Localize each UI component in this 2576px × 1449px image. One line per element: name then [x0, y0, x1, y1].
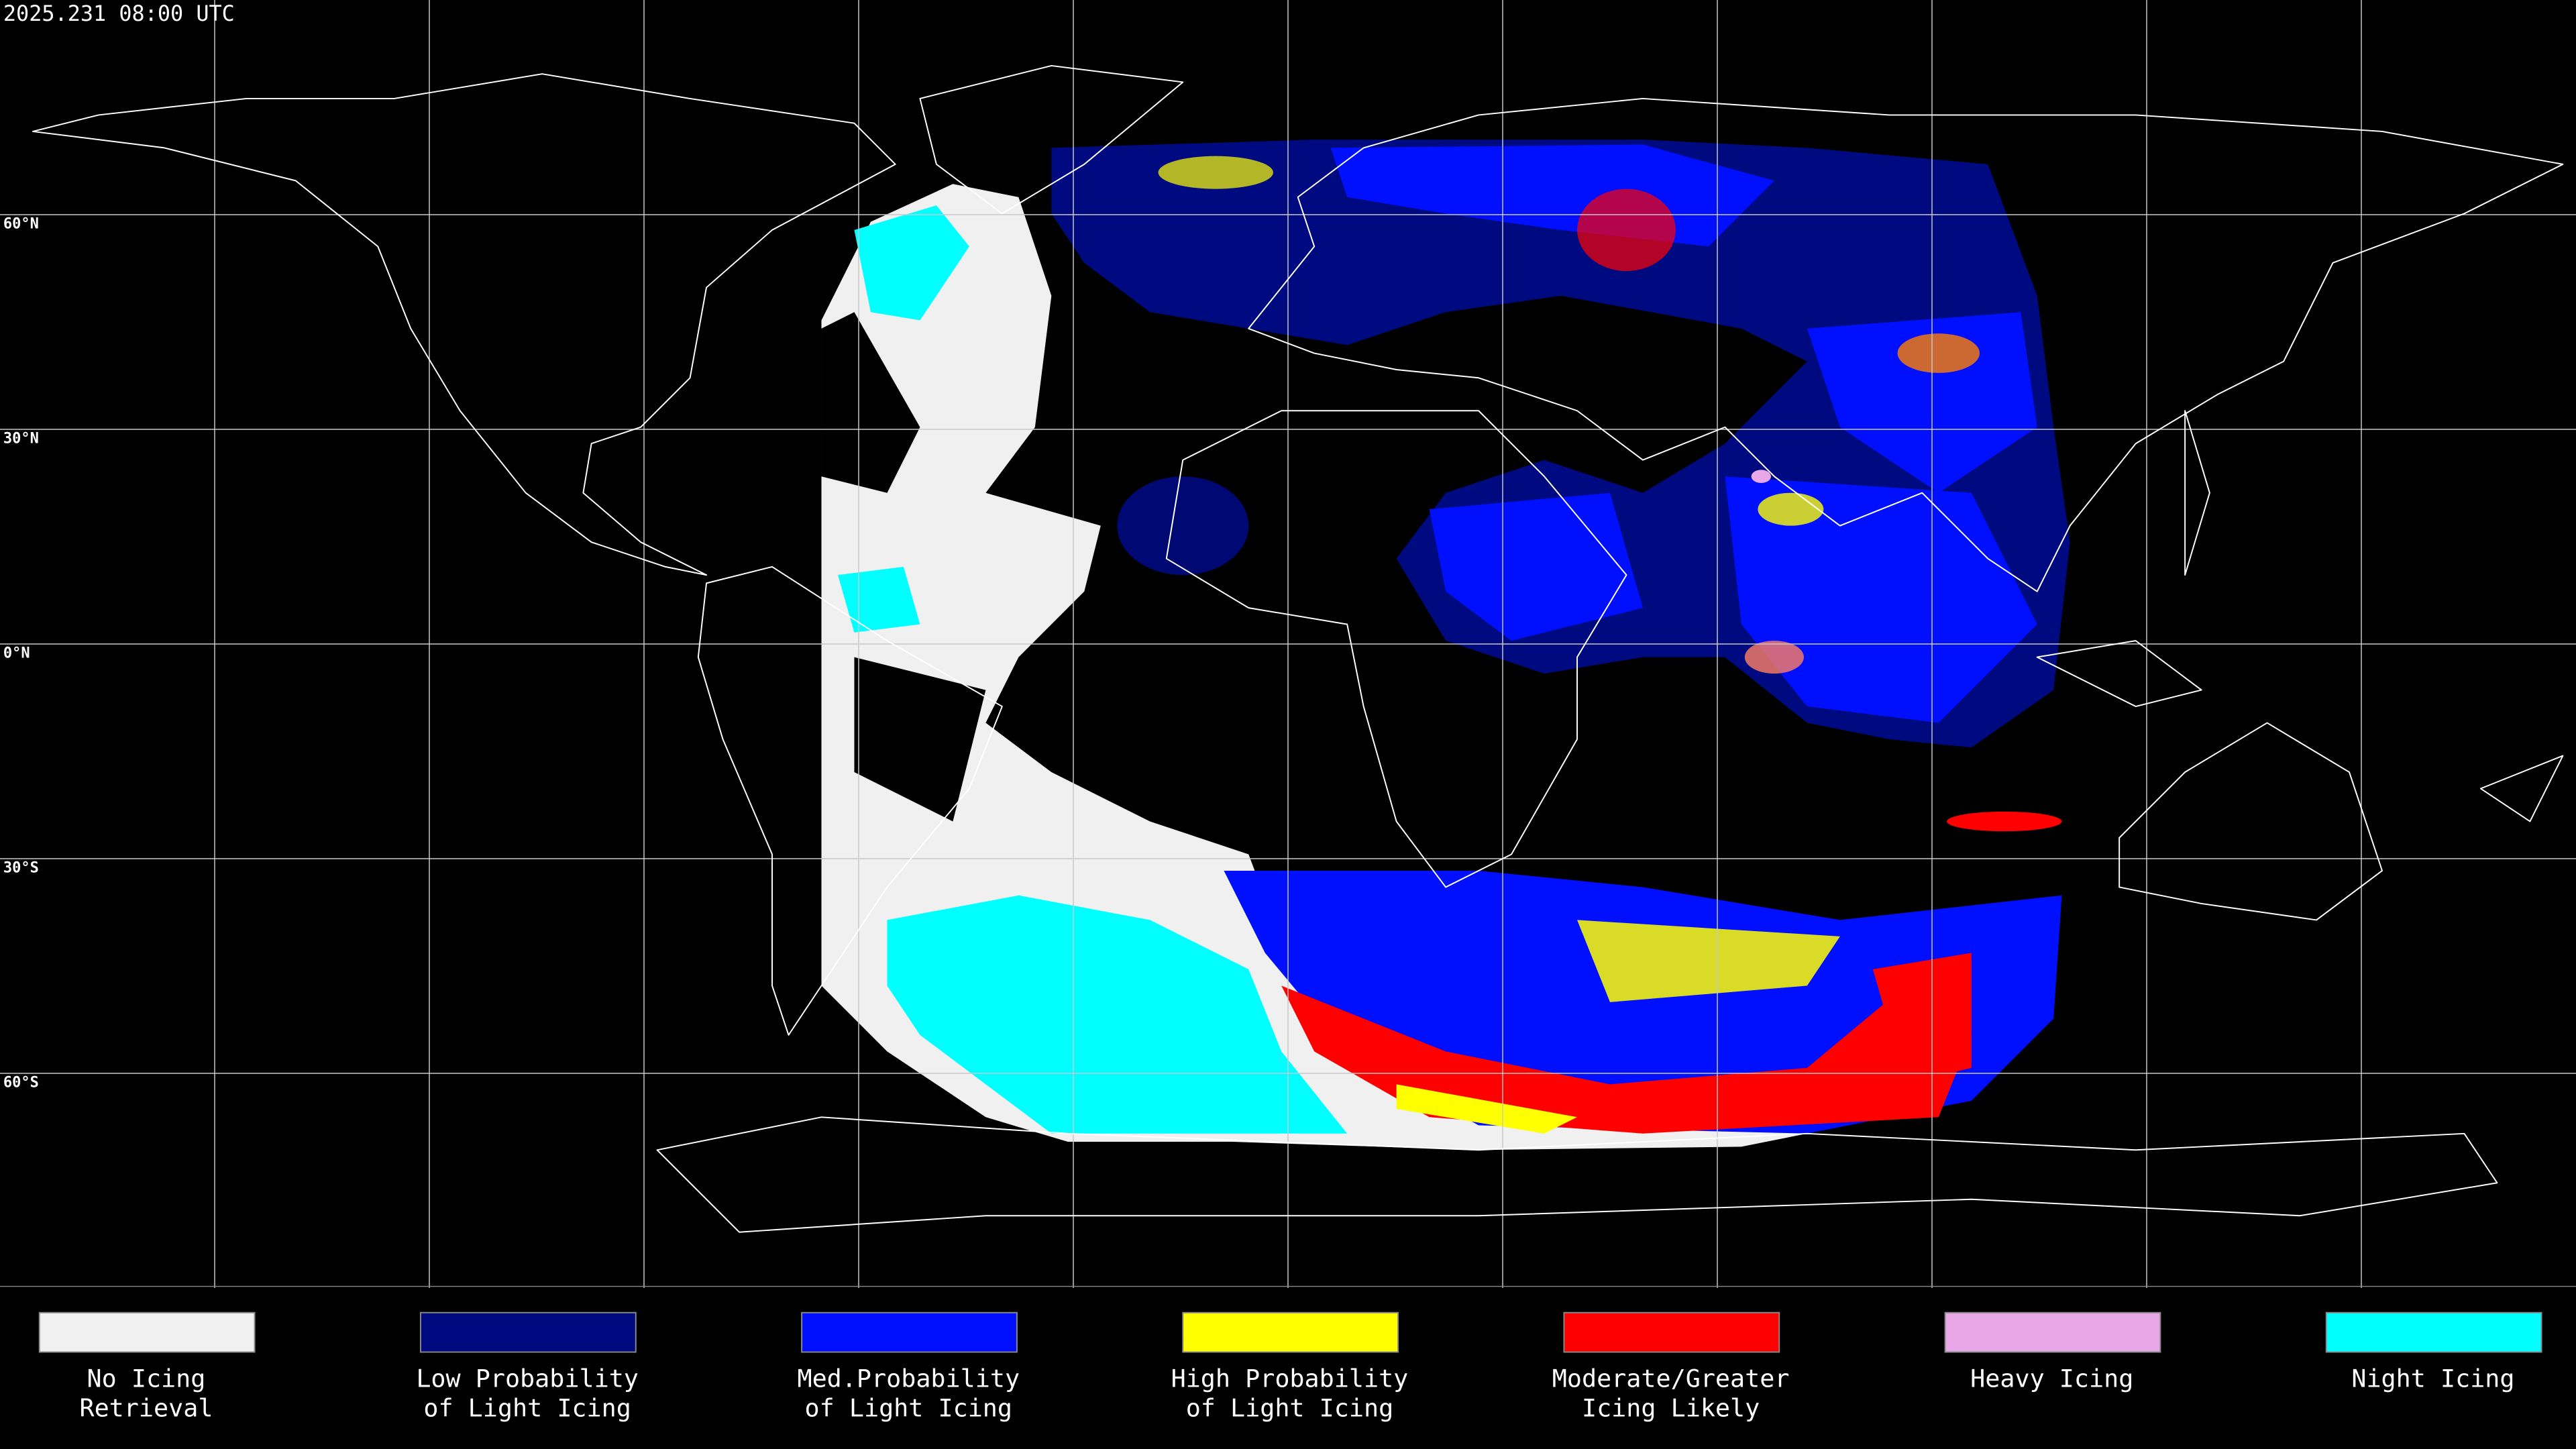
legend-swatch [801, 1311, 1018, 1353]
moderate-area [1897, 333, 1980, 373]
icing-overlay [821, 140, 2070, 1150]
night-icing-area [854, 205, 969, 321]
graticule [0, 0, 2576, 1288]
antarctica-coast [656, 1116, 2498, 1233]
legend-label: Moderate/Greater [1552, 1364, 1790, 1393]
med-prob-area [1807, 312, 2037, 493]
legend-label: Heavy Icing [1970, 1364, 2133, 1393]
legend-label: of Light Icing [805, 1394, 1012, 1423]
latitude-label: 30°S [3, 860, 39, 877]
night-icing-area [887, 895, 1348, 1134]
clear-area [821, 312, 920, 493]
legend-label: Night Icing [2351, 1364, 2514, 1393]
africa-coast [1165, 410, 1627, 888]
high-prob-area [1158, 156, 1273, 189]
legend-swatch [2325, 1311, 2542, 1353]
legend-label: High Probability [1171, 1364, 1409, 1393]
legend-swatch [1563, 1311, 1780, 1353]
legend-swatch [419, 1311, 637, 1353]
timestamp: 2025.231 08:00 UTC [3, 1, 235, 26]
med-prob-area [1725, 476, 2037, 723]
heavy-area [1751, 470, 1771, 483]
islands-coast [2036, 410, 2564, 822]
high-prob-area [1396, 1084, 1578, 1134]
low-prob-area [1117, 476, 1249, 576]
greenland-coast [919, 64, 1184, 215]
australia-coast [2118, 722, 2383, 921]
legend-label: of Light Icing [1186, 1394, 1394, 1423]
coastlines [32, 64, 2564, 1233]
clear-area [854, 657, 986, 822]
legend-label: Med.Probability [797, 1364, 1020, 1393]
legend-label: Icing Likely [1582, 1394, 1760, 1423]
legend-label: No Icing [87, 1364, 206, 1393]
legend-swatch [38, 1311, 256, 1353]
legend-label: Low Probability [416, 1364, 639, 1393]
legend-label: of Light Icing [423, 1394, 631, 1423]
moderate-area [1577, 189, 1676, 272]
legend-swatch [1182, 1311, 1399, 1353]
moderate-area [1744, 641, 1804, 674]
moderate-area [1947, 811, 2062, 832]
eurasia-coast [1248, 97, 2564, 592]
latitude-label: 60°N [3, 216, 39, 233]
latitude-label: 0°N [3, 645, 30, 662]
legend-label: Retrieval [79, 1394, 213, 1423]
moderate-area [1872, 953, 1972, 1085]
high-prob-area [1577, 920, 1840, 1002]
high-prob-area [1758, 492, 1824, 526]
south-america-coast [697, 566, 1003, 1036]
north-america-coast [32, 73, 896, 576]
legend-swatch [1944, 1311, 2161, 1353]
latitude-label: 60°S [3, 1075, 39, 1091]
latitude-label: 30°N [3, 431, 39, 447]
